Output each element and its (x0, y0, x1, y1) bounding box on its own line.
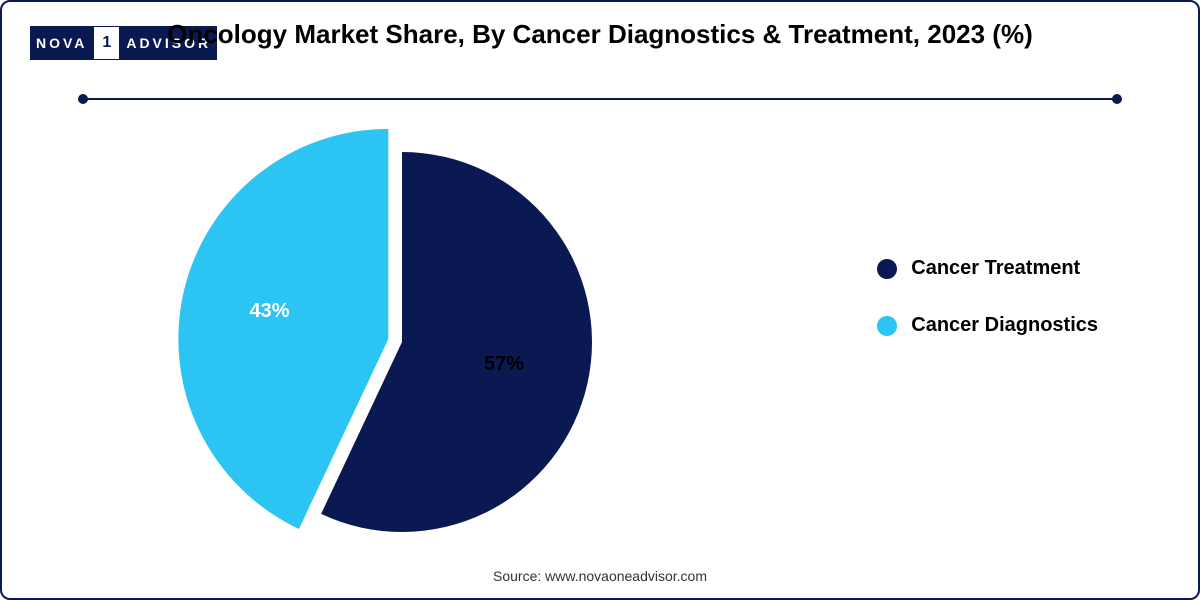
legend-label: Cancer Diagnostics (911, 314, 1098, 337)
slice-label-treatment: 57% (484, 353, 524, 376)
underline-dot-right (1112, 94, 1122, 104)
legend-swatch (877, 259, 897, 279)
underline-bar (82, 98, 1118, 100)
legend-swatch (877, 316, 897, 336)
legend: Cancer Treatment Cancer Diagnostics (877, 257, 1098, 337)
legend-row: Cancer Treatment (877, 257, 1098, 280)
slice-label-diagnostics: 43% (249, 300, 289, 323)
chart-title: Oncology Market Share, By Cancer Diagnos… (82, 18, 1118, 52)
pie-chart: 57% 43% (2, 102, 722, 562)
chart-frame: NOVA 1 ADVISOR Oncology Market Share, By… (0, 0, 1200, 600)
legend-label: Cancer Treatment (911, 257, 1080, 280)
legend-row: Cancer Diagnostics (877, 314, 1098, 337)
source-attribution: Source: www.novaoneadvisor.com (2, 568, 1198, 584)
title-container: Oncology Market Share, By Cancer Diagnos… (82, 18, 1118, 52)
pie-svg (2, 102, 722, 572)
